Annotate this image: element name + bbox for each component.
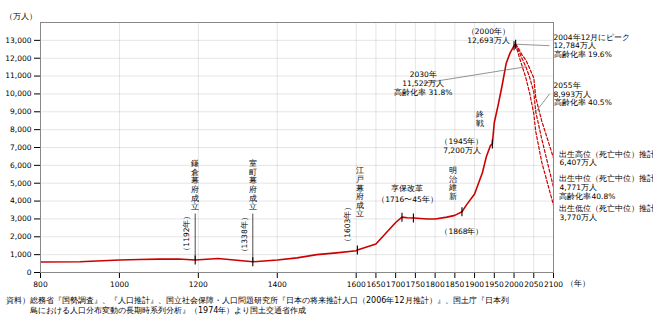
svg-text:1750: 1750 bbox=[406, 280, 425, 289]
svg-text:出生中位（死亡中位）推計4,771万人高齢化率40.8%: 出生中位（死亡中位）推計4,771万人高齢化率40.8% bbox=[559, 174, 653, 200]
svg-text:（年）: （年） bbox=[566, 279, 590, 288]
svg-text:13,000: 13,000 bbox=[5, 36, 31, 45]
svg-text:800: 800 bbox=[33, 280, 48, 289]
svg-text:1200: 1200 bbox=[189, 280, 208, 289]
svg-text:1600: 1600 bbox=[347, 280, 366, 289]
svg-text:2000: 2000 bbox=[504, 280, 523, 289]
svg-text:2030年11,522万人高齢化率 31.8%: 2030年11,522万人高齢化率 31.8% bbox=[394, 70, 452, 96]
svg-text:1000: 1000 bbox=[110, 280, 129, 289]
svg-text:12,000: 12,000 bbox=[5, 54, 31, 63]
svg-text:出生高位（死亡中位）推計6,407万人: 出生高位（死亡中位）推計6,407万人 bbox=[559, 150, 653, 168]
svg-text:1900: 1900 bbox=[465, 280, 484, 289]
svg-text:2055年8,993万人高齢化率 40.5%: 2055年8,993万人高齢化率 40.5% bbox=[554, 81, 612, 107]
html-text:資料）総務省『国勢調査』、『人口推計』、国立社会保障・人口問: 資料）総務省『国勢調査』、『人口推計』、国立社会保障・人口問題研究所『日本の将来… bbox=[6, 296, 509, 315]
svg-text:鎌倉幕府成立: 鎌倉幕府成立 bbox=[191, 159, 199, 211]
svg-text:江戸幕府成立: 江戸幕府成立 bbox=[356, 166, 364, 218]
svg-text:終戦: 終戦 bbox=[475, 110, 484, 128]
svg-text:享保改革: 享保改革 bbox=[391, 184, 423, 193]
svg-text:（1945年）7,200万人: （1945年）7,200万人 bbox=[440, 137, 483, 155]
svg-text:2004年12月にピーク12,784万人高齢化率 19.6%: 2004年12月にピーク12,784万人高齢化率 19.6% bbox=[554, 33, 631, 59]
svg-text:5,000: 5,000 bbox=[10, 179, 32, 188]
svg-text:（2000年）12,693万人: （2000年）12,693万人 bbox=[467, 27, 510, 45]
svg-text:1850: 1850 bbox=[445, 280, 464, 289]
svg-text:室町幕府成立: 室町幕府成立 bbox=[249, 159, 257, 211]
svg-text:1,000: 1,000 bbox=[10, 250, 32, 259]
svg-text:1950: 1950 bbox=[485, 280, 504, 289]
svg-text:7,000: 7,000 bbox=[10, 143, 32, 152]
svg-text:出生低位（死亡中位）推計3,770万人: 出生低位（死亡中位）推計3,770万人 bbox=[559, 204, 653, 222]
svg-text:（万人）: （万人） bbox=[5, 12, 37, 21]
svg-text:11,000: 11,000 bbox=[5, 71, 31, 80]
svg-text:2,000: 2,000 bbox=[10, 232, 32, 241]
svg-text:1400: 1400 bbox=[268, 280, 287, 289]
svg-text:（1192年）: （1192年） bbox=[182, 212, 191, 255]
svg-text:1700: 1700 bbox=[386, 280, 405, 289]
svg-text:（1603年）: （1603年） bbox=[343, 203, 352, 246]
svg-text:6,000: 6,000 bbox=[10, 161, 32, 170]
svg-text:2050: 2050 bbox=[524, 280, 543, 289]
svg-text:3,000: 3,000 bbox=[10, 214, 32, 223]
svg-text:9,000: 9,000 bbox=[10, 107, 32, 116]
svg-text:（1868年）: （1868年） bbox=[440, 227, 483, 236]
svg-text:（1338年）: （1338年） bbox=[240, 213, 249, 256]
svg-text:2100: 2100 bbox=[544, 280, 563, 289]
svg-text:1650: 1650 bbox=[366, 280, 385, 289]
svg-text:（1716〜45年）: （1716〜45年） bbox=[377, 195, 438, 204]
svg-text:0: 0 bbox=[27, 268, 32, 277]
svg-text:10,000: 10,000 bbox=[5, 89, 31, 98]
svg-text:明治維新: 明治維新 bbox=[448, 166, 457, 201]
svg-text:4,000: 4,000 bbox=[10, 196, 32, 205]
svg-text:1800: 1800 bbox=[426, 280, 445, 289]
svg-text:8,000: 8,000 bbox=[10, 125, 32, 134]
